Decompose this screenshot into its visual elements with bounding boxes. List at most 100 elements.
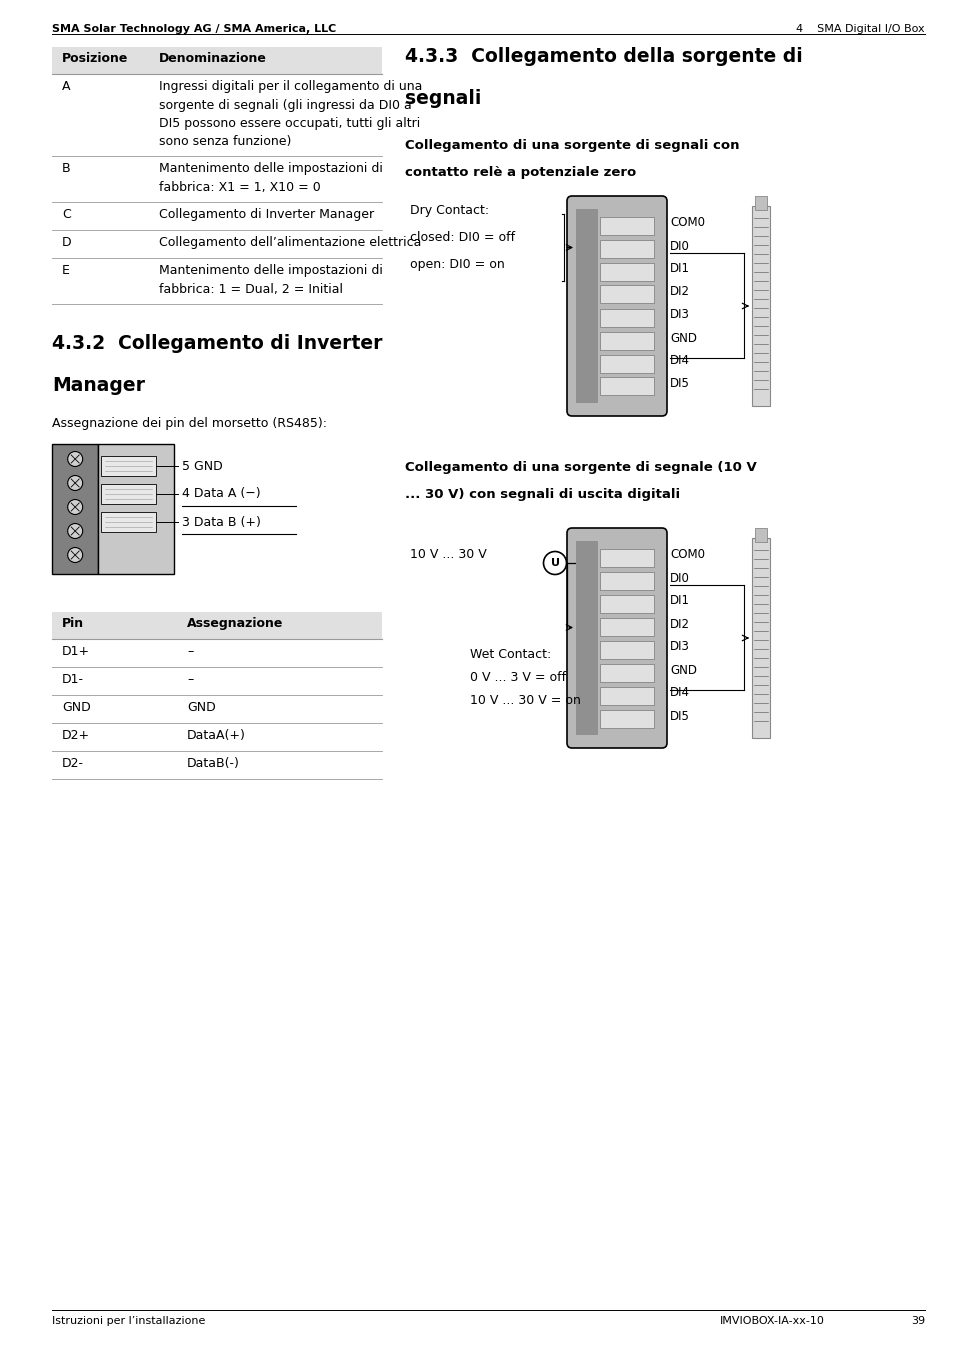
Text: closed: DI0 = off: closed: DI0 = off	[410, 231, 515, 243]
Text: IMVIOBOX-IA-xx-10: IMVIOBOX-IA-xx-10	[720, 1315, 824, 1326]
Text: –: –	[187, 645, 193, 658]
Bar	[599, 641, 654, 658]
Bar	[599, 572, 654, 589]
Bar	[52, 47, 381, 74]
Text: E: E	[62, 264, 70, 277]
Text: DI1: DI1	[669, 262, 689, 276]
Text: DI5: DI5	[669, 377, 689, 391]
Text: COM0: COM0	[669, 216, 704, 230]
Text: Posizione: Posizione	[62, 51, 129, 65]
Text: C: C	[62, 208, 71, 220]
Bar	[101, 456, 155, 476]
Bar	[751, 206, 769, 406]
Text: 4    SMA Digital I/O Box: 4 SMA Digital I/O Box	[796, 24, 924, 34]
Bar	[599, 285, 654, 303]
Bar	[101, 484, 155, 504]
Bar	[576, 541, 598, 735]
Text: Istruzioni per l’installazione: Istruzioni per l’installazione	[52, 1315, 205, 1326]
Text: Denominazione: Denominazione	[159, 51, 267, 65]
Text: GND: GND	[669, 664, 697, 676]
Text: Collegamento di una sorgente di segnali con: Collegamento di una sorgente di segnali …	[405, 139, 739, 151]
Bar	[599, 239, 654, 257]
Text: 3 Data B (+): 3 Data B (+)	[182, 515, 260, 529]
Text: D2-: D2-	[62, 757, 84, 771]
Text: COM0: COM0	[669, 549, 704, 561]
Text: 4.3.3  Collegamento della sorgente di: 4.3.3 Collegamento della sorgente di	[405, 47, 801, 66]
Bar	[599, 308, 654, 326]
Bar	[599, 664, 654, 681]
Text: sono senza funzione): sono senza funzione)	[159, 135, 291, 149]
Text: DI3: DI3	[669, 308, 689, 322]
Circle shape	[68, 548, 83, 562]
Text: D1-: D1-	[62, 673, 84, 685]
Text: GND: GND	[669, 331, 697, 345]
Text: Manager: Manager	[52, 376, 145, 395]
Bar	[754, 196, 766, 210]
FancyBboxPatch shape	[566, 196, 666, 416]
Bar	[52, 443, 98, 575]
Text: DI0: DI0	[669, 572, 689, 584]
Text: Assegnazione dei pin del morsetto (RS485):: Assegnazione dei pin del morsetto (RS485…	[52, 416, 327, 430]
Text: 5 GND: 5 GND	[182, 460, 222, 472]
Text: D1+: D1+	[62, 645, 90, 658]
Bar	[599, 595, 654, 612]
Bar	[599, 331, 654, 350]
Text: DI2: DI2	[669, 618, 689, 630]
Bar	[751, 538, 769, 738]
Text: Ingressi digitali per il collegamento di una: Ingressi digitali per il collegamento di…	[159, 80, 422, 93]
Bar	[599, 216, 654, 234]
Text: open: DI0 = on: open: DI0 = on	[410, 258, 504, 270]
Text: Collegamento di una sorgente di segnale (10 V: Collegamento di una sorgente di segnale …	[405, 461, 756, 475]
Bar	[98, 443, 173, 575]
Text: Collegamento dell’alimentazione elettrica: Collegamento dell’alimentazione elettric…	[159, 237, 421, 249]
Text: U: U	[550, 558, 558, 568]
Text: sorgente di segnali (gli ingressi da DI0 a: sorgente di segnali (gli ingressi da DI0…	[159, 99, 412, 111]
Bar	[52, 612, 381, 639]
Text: Pin: Pin	[62, 617, 84, 630]
Text: segnali: segnali	[405, 89, 481, 108]
Circle shape	[68, 452, 83, 466]
Text: Mantenimento delle impostazioni di: Mantenimento delle impostazioni di	[159, 162, 382, 174]
Text: 10 V ... 30 V: 10 V ... 30 V	[410, 548, 486, 561]
Text: A: A	[62, 80, 71, 93]
Text: ... 30 V) con segnali di uscita digitali: ... 30 V) con segnali di uscita digitali	[405, 488, 679, 502]
Text: DI5: DI5	[669, 710, 689, 722]
Text: Wet Contact:: Wet Contact:	[470, 649, 551, 661]
Text: Assegnazione: Assegnazione	[187, 617, 283, 630]
Bar	[576, 210, 598, 403]
Circle shape	[68, 499, 83, 515]
Bar	[599, 549, 654, 566]
Bar	[101, 512, 155, 531]
Text: Mantenimento delle impostazioni di: Mantenimento delle impostazioni di	[159, 264, 382, 277]
Text: DI2: DI2	[669, 285, 689, 299]
FancyBboxPatch shape	[566, 529, 666, 748]
Text: D: D	[62, 237, 71, 249]
Text: 0 V ... 3 V = off: 0 V ... 3 V = off	[470, 672, 565, 684]
Text: –: –	[187, 673, 193, 685]
Text: SMA Solar Technology AG / SMA America, LLC: SMA Solar Technology AG / SMA America, L…	[52, 24, 335, 34]
Text: fabbrica: 1 = Dual, 2 = Initial: fabbrica: 1 = Dual, 2 = Initial	[159, 283, 343, 296]
Text: DataA(+): DataA(+)	[187, 729, 246, 742]
Text: 4.3.2  Collegamento di Inverter: 4.3.2 Collegamento di Inverter	[52, 334, 382, 353]
Bar	[599, 710, 654, 727]
Text: DI5 possono essere occupati, tutti gli altri: DI5 possono essere occupati, tutti gli a…	[159, 118, 420, 130]
Text: 4 Data A (−): 4 Data A (−)	[182, 488, 260, 500]
Bar	[599, 687, 654, 704]
Text: GND: GND	[62, 700, 91, 714]
Bar	[599, 262, 654, 280]
Circle shape	[68, 523, 83, 538]
Text: GND: GND	[187, 700, 215, 714]
Text: DI0: DI0	[669, 239, 689, 253]
Circle shape	[68, 476, 83, 491]
Text: DI3: DI3	[669, 641, 689, 653]
Bar	[754, 529, 766, 542]
Bar	[599, 377, 654, 396]
Text: DI4: DI4	[669, 687, 689, 699]
Text: B: B	[62, 162, 71, 174]
Text: 10 V ... 30 V = on: 10 V ... 30 V = on	[470, 695, 580, 707]
Text: 39: 39	[910, 1315, 924, 1326]
Text: Collegamento di Inverter Manager: Collegamento di Inverter Manager	[159, 208, 374, 220]
Bar	[599, 354, 654, 373]
Text: contatto relè a potenziale zero: contatto relè a potenziale zero	[405, 166, 636, 178]
Text: Dry Contact:: Dry Contact:	[410, 204, 489, 218]
